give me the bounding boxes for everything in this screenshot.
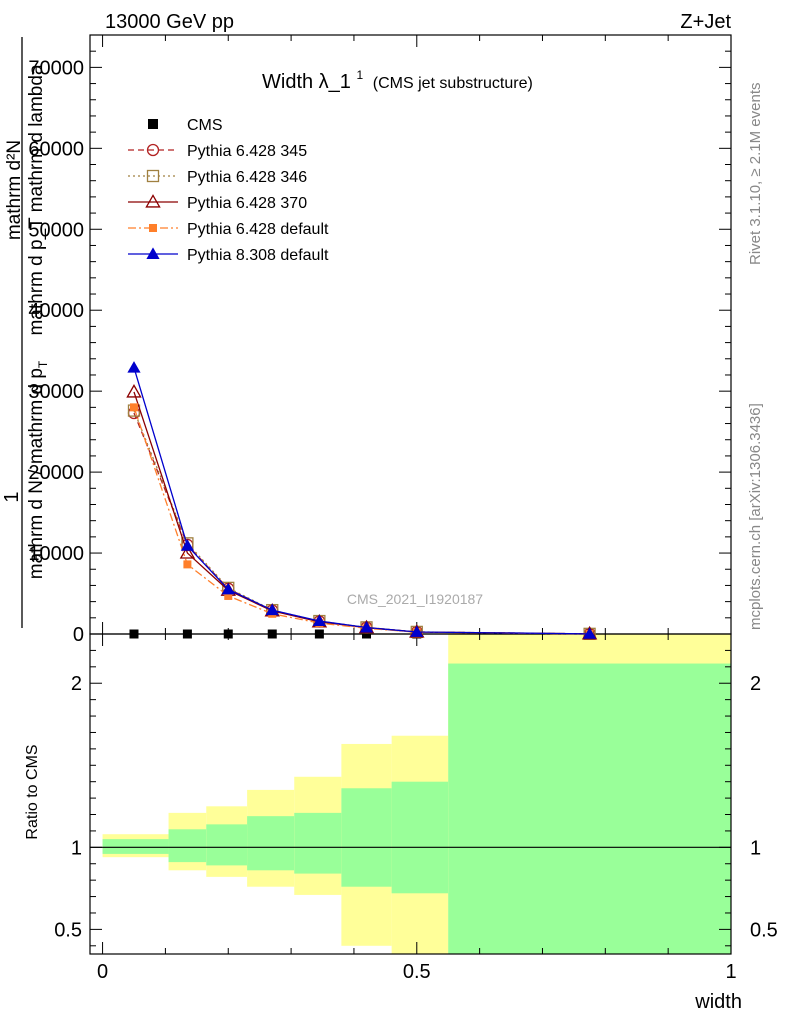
ratio-ytick-label: 0.5 xyxy=(54,919,82,941)
legend-marker xyxy=(145,194,161,208)
ratio-bands xyxy=(102,634,731,954)
xtick-label: 0.5 xyxy=(403,961,431,983)
legend-label: Pythia 6.428 346 xyxy=(187,169,307,186)
data-point xyxy=(182,629,192,639)
main-ytick-label: 10000 xyxy=(28,543,84,565)
legend-entry: Pythia 8.308 default xyxy=(128,247,329,264)
data-point xyxy=(127,361,141,373)
mcplots-label: mcplots.cern.ch [arXiv:1306.3436] xyxy=(747,403,764,630)
data-point xyxy=(223,629,233,639)
data-point xyxy=(359,620,374,633)
xtick-label: 1 xyxy=(725,961,736,983)
series-layer xyxy=(126,361,598,640)
data-point xyxy=(314,629,324,639)
data-point xyxy=(265,603,279,616)
ylabel-inner-fraction: mathrm d N / mathrm d pT xyxy=(26,360,50,579)
data-point xyxy=(224,591,233,600)
main-ytick-label: 70000 xyxy=(28,57,84,79)
ylabel-inner-text: mathrm d N / mathrm d p xyxy=(26,368,47,579)
main-ytick-label: 20000 xyxy=(28,462,84,484)
ratio-ytick-label: 2 xyxy=(71,673,82,695)
ratio-stat-band xyxy=(168,829,207,863)
legend-entry: Pythia 6.428 345 xyxy=(128,143,307,160)
ratio-stat-band xyxy=(206,824,248,866)
data-point xyxy=(267,629,277,639)
data-point xyxy=(183,560,192,569)
data-point xyxy=(312,614,326,626)
legend-entry: Pythia 6.428 default xyxy=(128,221,329,238)
ratio-stat-band xyxy=(448,663,731,954)
legend-entry: Pythia 6.428 346 xyxy=(128,169,307,186)
ratio-ytick-label-right: 0.5 xyxy=(750,919,778,941)
data-point xyxy=(126,384,142,398)
rivet-label: Rivet 3.1.10, ≥ 2.1M events xyxy=(747,83,764,266)
data-point xyxy=(221,582,235,595)
main-ytick-label: 50000 xyxy=(28,219,84,241)
data-point xyxy=(362,629,372,639)
legend-marker xyxy=(146,247,160,259)
chart-subtitle: (CMS jet substructure) xyxy=(373,75,533,92)
ratio-stat-band xyxy=(341,788,392,887)
analysis-watermark: CMS_2021_I1920187 xyxy=(347,591,483,607)
legend-label: Pythia 6.428 345 xyxy=(187,143,307,160)
legend-label: CMS xyxy=(187,117,223,134)
xaxis-label: width xyxy=(694,991,742,1013)
ratio-ytick-label-right: 2 xyxy=(750,673,761,695)
legend-entry: CMS xyxy=(148,117,223,134)
legend-marker xyxy=(149,224,157,232)
ratio-ylabel: Ratio to CMS xyxy=(24,744,41,839)
data-point xyxy=(129,629,139,639)
ratio-stat-band xyxy=(294,812,342,874)
legend-entry: Pythia 6.428 370 xyxy=(128,194,307,212)
series-5 xyxy=(127,361,597,639)
legend-marker xyxy=(146,169,160,183)
series-line xyxy=(133,367,590,635)
legend-marker xyxy=(146,143,160,157)
ratio-stat-band xyxy=(102,839,169,854)
main-axes: 0 10000 20000 30000 40000 50000 60000 70000 xyxy=(28,50,731,646)
legend: CMS Pythia 6.428 345 Pythia 6.428 346 Pythi… xyxy=(128,117,329,264)
ratio-ytick-label: 1 xyxy=(71,837,82,859)
data-point xyxy=(410,625,424,637)
process-label: Z+Jet xyxy=(680,11,731,33)
data-point xyxy=(179,545,196,559)
ratio-axes: 0.5 0.5 1 1 2 2 0 0.5 1 xyxy=(54,35,778,983)
data-point xyxy=(129,403,138,412)
main-ytick-label: 30000 xyxy=(28,381,84,403)
legend-marker xyxy=(148,119,158,129)
ratio-stat-band xyxy=(391,781,449,894)
legend-label: Pythia 8.308 default xyxy=(187,247,329,264)
ratio-panel-frame xyxy=(89,633,732,955)
chart-title: Width λ_1 1 (CMS jet substructure) xyxy=(262,62,533,93)
data-point xyxy=(583,627,597,639)
data-point xyxy=(180,539,195,551)
ylabel-denominator: mathrm d p_T mathrm d lambda xyxy=(26,64,47,335)
energy-label: 13000 GeV pp xyxy=(105,11,234,33)
ratio-ytick-label-right: 1 xyxy=(750,837,761,859)
legend-label: Pythia 6.428 default xyxy=(187,221,329,238)
ylabel-prefix: 1 xyxy=(1,491,23,502)
ratio-stat-band xyxy=(247,816,295,871)
ylabel-numerator: mathrm d²N xyxy=(4,140,25,240)
chart-title-main: Width λ_1 xyxy=(262,71,351,93)
main-ylabel: 1 mathrm d²N mathrm d p_T mathrm d lambd… xyxy=(1,37,50,628)
xtick-label: 0 xyxy=(97,961,108,983)
legend-label: Pythia 6.428 370 xyxy=(187,195,307,212)
main-ytick-label: 60000 xyxy=(28,138,84,160)
ylabel-inner-sub: T xyxy=(36,360,50,368)
main-ytick-label: 40000 xyxy=(28,300,84,322)
main-ytick-label: 0 xyxy=(73,624,84,646)
chart-title-sup: 1 xyxy=(357,68,364,82)
